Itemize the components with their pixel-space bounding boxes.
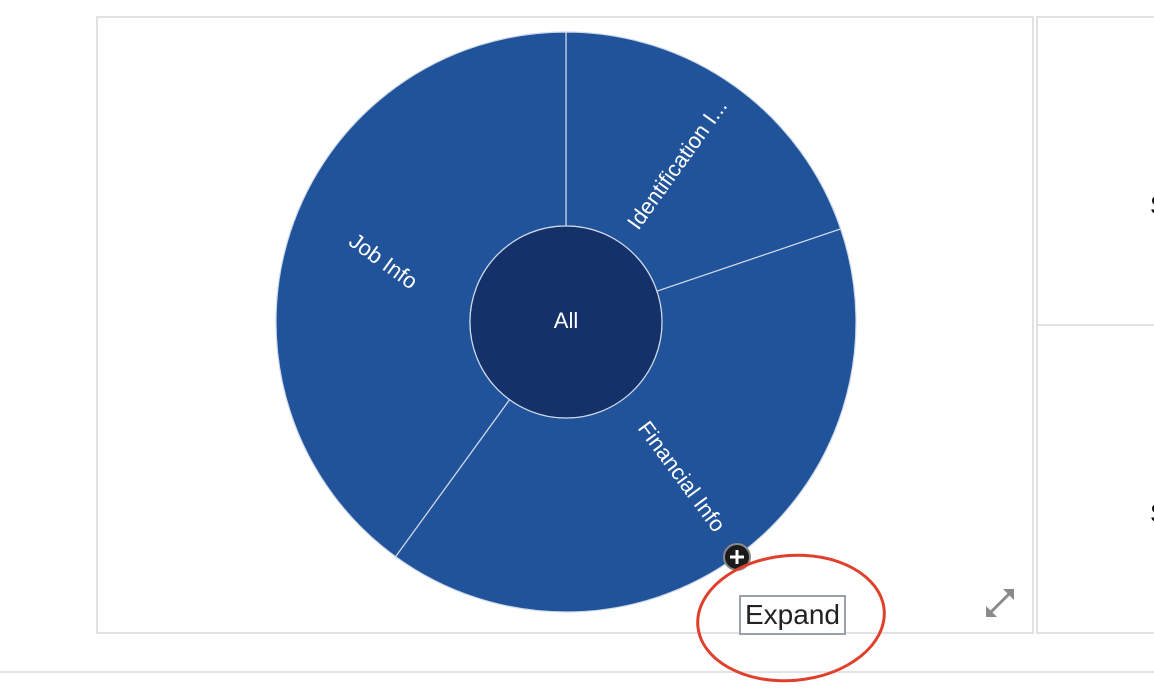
expand-tooltip: Expand: [739, 595, 846, 635]
side-card-bottom[interactable]: S: [1036, 324, 1154, 634]
side-card-text: S: [1150, 498, 1154, 529]
sunburst-root[interactable]: [469, 225, 663, 419]
plus-circle-icon[interactable]: [723, 543, 751, 571]
fullscreen-icon[interactable]: [982, 585, 1018, 621]
sunburst-root-label: All: [554, 308, 578, 333]
side-card-text: S: [1150, 190, 1154, 221]
side-card-top[interactable]: S: [1036, 16, 1154, 326]
divider: [0, 671, 1154, 673]
